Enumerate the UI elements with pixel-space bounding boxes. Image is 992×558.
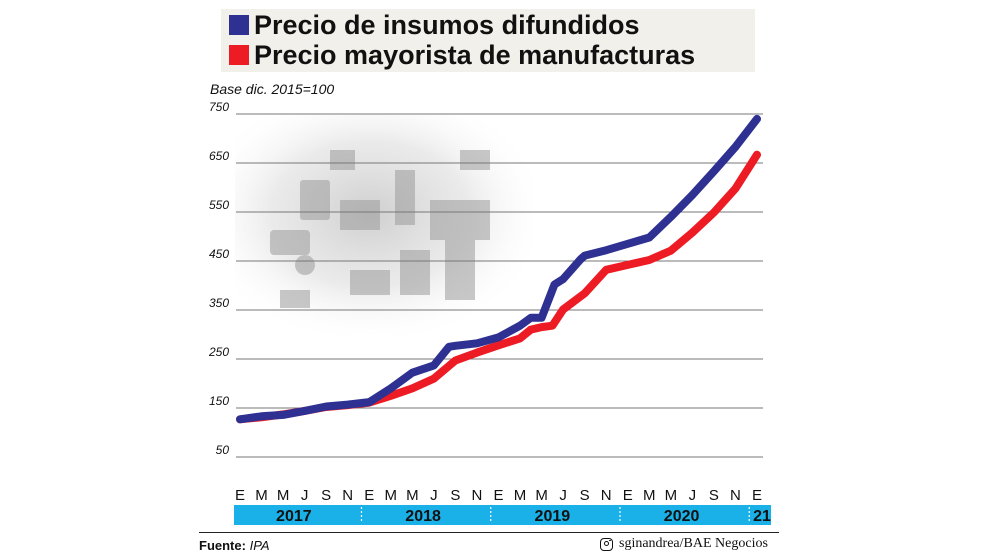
x-tick-label: J: [559, 487, 567, 504]
x-tick-label: N: [601, 487, 612, 504]
background-photo: [235, 115, 535, 335]
y-tick-label: 350: [209, 296, 229, 310]
y-tick-label: 650: [209, 149, 229, 163]
chart-subtitle: Base dic. 2015=100: [210, 81, 334, 97]
x-tick-label: N: [730, 487, 741, 504]
x-tick-label: M: [643, 487, 656, 504]
legend-swatch-insumos: [229, 15, 249, 35]
year-label: 21: [753, 508, 771, 525]
legend: Precio de insumos difundidos Precio mayo…: [221, 9, 755, 72]
legend-swatch-mayorista: [229, 45, 249, 65]
x-tick-label: M: [406, 487, 419, 504]
x-tick-label: M: [255, 487, 268, 504]
x-tick-label: N: [342, 487, 353, 504]
x-tick-label: M: [385, 487, 398, 504]
x-tick-label: S: [709, 487, 719, 504]
x-tick-label: E: [493, 487, 503, 504]
x-tick-label: E: [623, 487, 633, 504]
y-tick-label: 250: [208, 345, 229, 359]
source-note: Fuente: IPA: [199, 538, 270, 553]
x-tick-label: M: [277, 487, 290, 504]
x-tick-label: M: [535, 487, 548, 504]
y-tick-label: 150: [209, 394, 229, 408]
source-label: Fuente:: [199, 538, 246, 553]
x-tick-label: J: [430, 487, 438, 504]
year-band-background: [234, 505, 771, 525]
year-label: 2018: [405, 508, 441, 525]
series-line-insumos: [236, 114, 761, 424]
series-lines: [236, 114, 761, 424]
credit-text: sginandrea/BAE Negocios: [619, 536, 768, 551]
year-band: 2017 2018 2019 2020 21: [234, 505, 771, 525]
legend-background: [221, 9, 755, 72]
y-tick-label: 450: [209, 247, 229, 261]
year-label: 2020: [664, 508, 700, 525]
y-axis-ticks: 50 150 250 350 450 550 650 750: [208, 100, 229, 457]
x-tick-label: N: [472, 487, 483, 504]
instagram-icon: [600, 537, 613, 551]
x-tick-label: E: [235, 487, 245, 504]
x-tick-label: M: [514, 487, 527, 504]
x-tick-label: S: [450, 487, 460, 504]
source-value: IPA: [249, 538, 270, 553]
y-tick-label: 750: [209, 100, 229, 114]
x-tick-label: E: [752, 487, 762, 504]
x-tick-label: J: [689, 487, 697, 504]
year-label: 2019: [535, 508, 571, 525]
x-tick-label: J: [301, 487, 309, 504]
x-tick-label: S: [321, 487, 331, 504]
footer-rule: [199, 532, 779, 533]
y-tick-label: 50: [216, 443, 230, 457]
gridlines: [236, 113, 763, 458]
x-tick-label: S: [580, 487, 590, 504]
year-label: 2017: [276, 508, 312, 525]
x-tick-label: M: [665, 487, 678, 504]
legend-label-mayorista: Precio mayorista de manufacturas: [254, 40, 695, 70]
credit: sginandrea/BAE Negocios: [600, 536, 768, 552]
legend-label-insumos: Precio de insumos difundidos: [254, 10, 640, 40]
x-tick-label: E: [364, 487, 374, 504]
y-tick-label: 550: [209, 198, 229, 212]
